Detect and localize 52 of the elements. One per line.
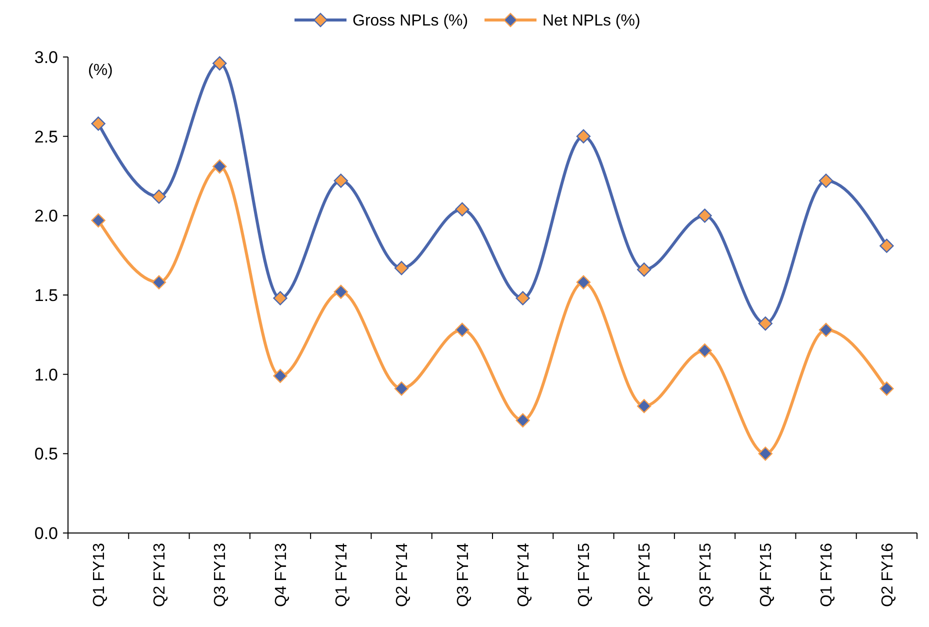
point — [394, 260, 409, 276]
point — [394, 382, 409, 396]
point — [212, 56, 227, 70]
point — [91, 213, 106, 228]
x-tick-label: Q3 FY15 — [697, 542, 714, 608]
x-tick-label: Q1 FY15 — [576, 542, 594, 608]
point — [698, 343, 712, 358]
point — [698, 208, 712, 223]
point — [334, 174, 348, 188]
point — [212, 159, 227, 174]
point — [637, 262, 652, 277]
point — [576, 275, 591, 290]
point — [637, 398, 652, 414]
point — [880, 382, 894, 396]
y-tick-label: 1.5 — [34, 286, 58, 305]
point — [758, 446, 772, 461]
point — [334, 284, 348, 299]
y-tick-label: 0.0 — [34, 524, 58, 543]
point — [273, 291, 288, 306]
point — [818, 322, 834, 338]
x-tick-label: Q3 FY14 — [454, 542, 472, 608]
x-tick-label: Q1 FY16 — [818, 542, 836, 608]
point — [516, 291, 530, 306]
x-tick-label: Q2 FY14 — [394, 542, 412, 608]
point — [818, 174, 834, 188]
legend-label: Gross NPLs (%) — [352, 12, 468, 30]
point — [152, 190, 166, 204]
point — [152, 275, 166, 290]
point — [758, 316, 772, 331]
x-tick-label: Q1 FY14 — [333, 542, 350, 608]
y-tick-label: 3.0 — [34, 48, 58, 67]
x-tick-label: Q1 FY13 — [90, 542, 108, 608]
point — [273, 368, 288, 384]
y-tick-label: 0.5 — [34, 444, 58, 464]
y-tick-label: 1.0 — [34, 365, 58, 384]
x-tick-label: Q3 FY13 — [212, 542, 230, 608]
y-tick-label: 2.0 — [34, 206, 58, 226]
point — [576, 129, 591, 144]
x-tick-label: Q4 FY15 — [758, 542, 775, 608]
y-axis-title: (%) — [88, 62, 113, 79]
x-tick-label: Q2 FY15 — [636, 542, 654, 608]
x-tick-label: Q4 FY13 — [272, 542, 290, 608]
x-tick-label: Q2 FY16 — [879, 542, 896, 608]
legend-label: Net NPLs (%) — [542, 12, 640, 30]
point — [880, 238, 894, 253]
point — [455, 202, 470, 216]
x-tick-label: Q2 FY13 — [152, 542, 169, 608]
y-tick-label: 2.5 — [34, 127, 58, 146]
point — [516, 413, 530, 428]
point — [91, 116, 106, 131]
x-tick-label: Q4 FY14 — [515, 542, 532, 608]
point — [455, 322, 470, 338]
